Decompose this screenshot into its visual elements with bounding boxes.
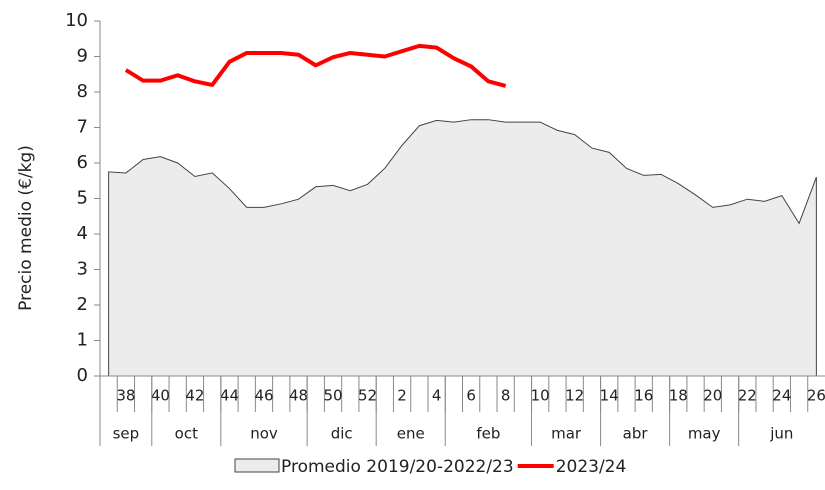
month-label: dic bbox=[331, 425, 353, 443]
x-tick-label: 38 bbox=[116, 387, 135, 405]
line bbox=[124, 43, 507, 88]
x-tick-label: 20 bbox=[703, 387, 722, 405]
x-tick-label: 12 bbox=[565, 387, 584, 405]
legend-swatch bbox=[234, 458, 280, 473]
legend-label: Promedio 2019/20-2022/23 bbox=[281, 457, 514, 477]
month-label: nov bbox=[250, 425, 278, 443]
y-tick-label: 9 bbox=[77, 46, 88, 67]
month-label: mar bbox=[551, 425, 582, 443]
x-tick-label: 8 bbox=[501, 387, 511, 405]
x-tick-label: 22 bbox=[738, 387, 757, 405]
month-label: jun bbox=[769, 425, 793, 443]
x-tick-label: 10 bbox=[531, 387, 550, 405]
x-tick-label: 26 bbox=[807, 387, 825, 405]
x-tick-label: 48 bbox=[289, 387, 308, 405]
y-tick-label: 10 bbox=[65, 10, 88, 31]
y-tick-label: 6 bbox=[77, 152, 88, 173]
x-tick-label: 50 bbox=[323, 387, 342, 405]
month-label: sep bbox=[113, 425, 140, 443]
x-tick-label: 24 bbox=[772, 387, 791, 405]
x-tick-label: 6 bbox=[466, 387, 476, 405]
x-tick-label: 44 bbox=[220, 387, 239, 405]
x-tick-label: 16 bbox=[634, 387, 653, 405]
x-tick-label: 4 bbox=[432, 387, 442, 405]
y-tick-label: 3 bbox=[77, 259, 88, 280]
y-tick-label: 0 bbox=[77, 365, 88, 386]
y-tick-label: 4 bbox=[77, 223, 88, 244]
x-tick-label: 40 bbox=[151, 387, 170, 405]
y-tick-label: 5 bbox=[77, 188, 88, 209]
area bbox=[108, 119, 817, 377]
x-tick-label: 18 bbox=[669, 387, 688, 405]
y-tick-label: 1 bbox=[77, 330, 88, 351]
y-tick-label: 8 bbox=[77, 81, 88, 102]
x-tick-label: 46 bbox=[254, 387, 273, 405]
x-tick-label: 52 bbox=[358, 387, 377, 405]
x-tick-label: 42 bbox=[185, 387, 204, 405]
y-axis-label: Precio medio (€/kg) bbox=[16, 145, 36, 311]
x-tick-label: 14 bbox=[600, 387, 619, 405]
y-tick-label: 7 bbox=[77, 117, 88, 138]
month-label: may bbox=[688, 425, 721, 443]
month-label: oct bbox=[175, 425, 198, 443]
legend-label: 2023/24 bbox=[556, 457, 627, 477]
month-label: abr bbox=[623, 425, 649, 443]
y-tick-label: 2 bbox=[77, 294, 88, 315]
month-label: feb bbox=[476, 425, 500, 443]
month-label: ene bbox=[397, 425, 425, 443]
x-tick-label: 2 bbox=[397, 387, 407, 405]
